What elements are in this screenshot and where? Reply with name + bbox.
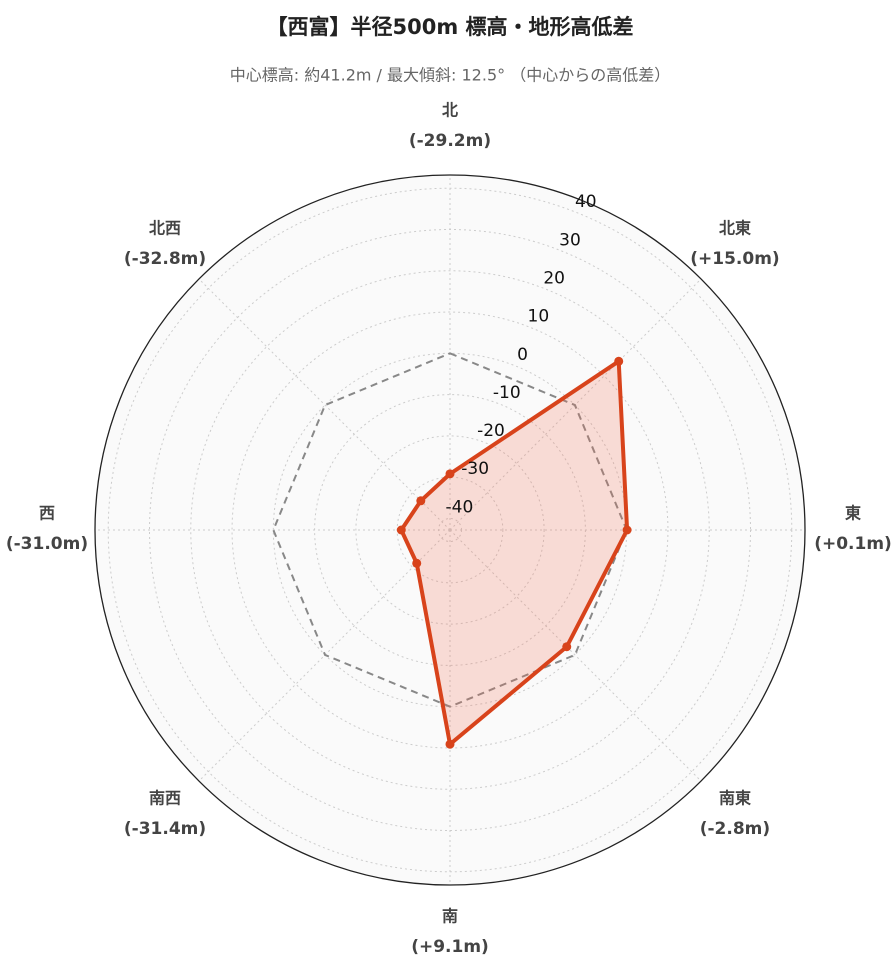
data-point (412, 558, 422, 568)
chart-subtitle: 中心標高: 約41.2m / 最大傾斜: 12.5° （中心からの高低差） (230, 66, 670, 85)
radial-tick-label: -10 (493, 383, 521, 403)
category-label: 西 (39, 504, 55, 523)
data-point (396, 525, 406, 535)
value-label: (+0.1m) (814, 534, 892, 554)
radial-tick-label: 20 (543, 268, 565, 288)
data-point (445, 469, 455, 479)
radial-tick-label: 0 (517, 345, 528, 365)
data-point (622, 525, 632, 535)
category-label: 南 (442, 907, 458, 926)
radial-tick-label: -30 (461, 459, 489, 479)
category-label: 北 (442, 101, 458, 120)
value-label: (-32.8m) (124, 249, 206, 269)
category-label: 東 (845, 504, 861, 523)
angular-grid-line (198, 529, 451, 782)
value-label: (+15.0m) (690, 249, 779, 269)
value-label: (+9.1m) (411, 937, 489, 957)
grid-circle (231, 311, 669, 749)
data-point (445, 739, 455, 749)
value-label: (-31.0m) (6, 534, 88, 554)
data-point (416, 496, 426, 506)
chart-title: 【西富】半径500m 標高・地形高低差 (266, 15, 633, 39)
value-label: (-2.8m) (700, 819, 770, 839)
angular-grid-line (449, 278, 702, 531)
value-label: (-31.4m) (124, 819, 206, 839)
radial-tick-label: 10 (528, 307, 550, 327)
category-label: 北西 (149, 219, 181, 238)
grid-circle (355, 435, 545, 625)
value-label: (-29.2m) (409, 131, 491, 151)
angular-grid-line (198, 278, 451, 531)
reference-line (272, 352, 628, 708)
data-point (562, 642, 572, 652)
radial-tick-label: -20 (477, 421, 505, 441)
grid-circle (190, 270, 710, 790)
plot-border (94, 174, 806, 886)
category-label: 北東 (719, 219, 751, 238)
category-label: 南東 (719, 788, 751, 807)
radial-tick-label: 30 (559, 230, 581, 250)
data-point (614, 356, 624, 366)
angular-grid-line (449, 529, 702, 782)
radial-tick-label: -40 (446, 497, 474, 517)
radial-tick-label: 40 (575, 192, 597, 212)
category-label: 南西 (149, 788, 181, 807)
